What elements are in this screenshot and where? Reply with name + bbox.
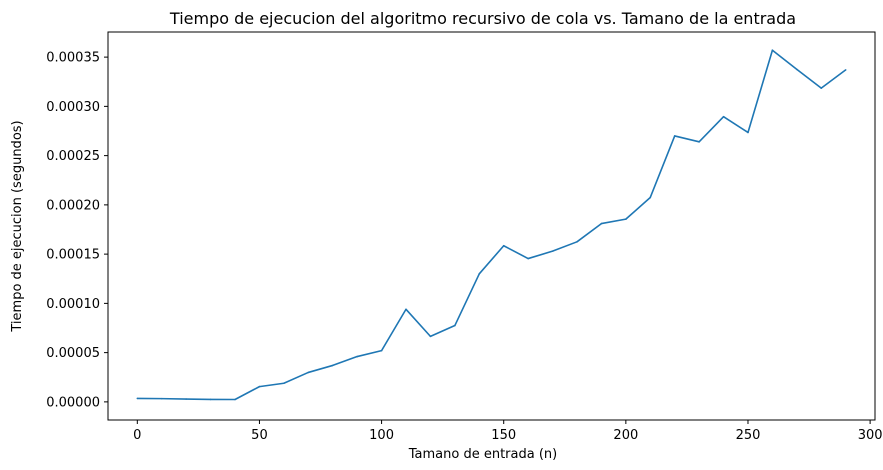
- data-point: [283, 382, 285, 385]
- series-line: [137, 49, 847, 401]
- data-point: [649, 196, 652, 199]
- data-point: [796, 68, 798, 71]
- data-point: [820, 87, 823, 89]
- data-point: [576, 241, 578, 243]
- x-tick-label: 0: [133, 428, 141, 443]
- data-point: [136, 397, 139, 400]
- data-point: [625, 218, 627, 220]
- data-point: [307, 371, 310, 374]
- data-point: [234, 398, 236, 401]
- data-point: [673, 135, 676, 137]
- data-point: [405, 308, 407, 311]
- data-point: [331, 364, 334, 367]
- x-tick-label: 50: [251, 428, 268, 443]
- data-point: [478, 273, 481, 275]
- y-tick-label: 0.00005: [46, 346, 100, 361]
- data-point: [722, 115, 725, 118]
- data-point: [160, 397, 163, 400]
- y-axis-label: Tiempo de ejecucion (segundos): [10, 120, 25, 332]
- data-point: [698, 141, 700, 143]
- data-point: [356, 355, 358, 358]
- data-point: [771, 49, 774, 52]
- data-point: [454, 324, 456, 327]
- data-point: [209, 398, 212, 401]
- x-tick-label: 300: [858, 428, 883, 443]
- y-tick-label: 0.00010: [46, 297, 100, 312]
- x-tick-label: 200: [613, 428, 638, 443]
- data-point: [502, 244, 505, 247]
- x-tick-label: 100: [369, 428, 394, 443]
- data-point: [844, 69, 847, 71]
- y-tick-label: 0.00000: [46, 395, 100, 410]
- y-tick-label: 0.00015: [46, 248, 100, 263]
- data-point: [600, 222, 603, 225]
- y-tick-label: 0.00035: [46, 51, 100, 66]
- chart-title: Tiempo de ejecucion del algoritmo recurs…: [169, 9, 796, 28]
- x-axis-label: Tamano de entrada (n): [408, 447, 557, 462]
- y-tick-label: 0.00025: [46, 149, 100, 164]
- data-points: [136, 49, 847, 401]
- data-point: [429, 335, 432, 338]
- y-axis: 0.00000 0.00005 0.00010 0.00015 0.00020 0.000…: [46, 51, 108, 410]
- data-point: [747, 131, 749, 134]
- data-point: [380, 349, 383, 352]
- x-axis: 0 50 100 150 200 250 300: [133, 420, 883, 443]
- data-point: [258, 385, 261, 388]
- data-point: [527, 257, 529, 260]
- y-tick-label: 0.00020: [46, 198, 100, 213]
- plot-area: [107, 31, 876, 421]
- data-point: [185, 398, 187, 400]
- x-tick-label: 250: [736, 428, 761, 443]
- data-point: [551, 250, 554, 252]
- y-tick-label: 0.00030: [46, 100, 100, 115]
- x-tick-label: 150: [491, 428, 516, 443]
